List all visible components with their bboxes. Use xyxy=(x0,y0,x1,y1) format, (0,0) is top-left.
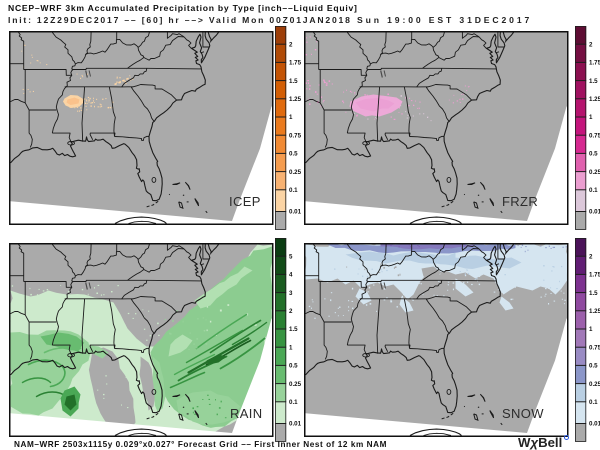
svg-text:1.5: 1.5 xyxy=(589,289,598,296)
svg-text:2: 2 xyxy=(289,42,293,49)
svg-text:1.25: 1.25 xyxy=(289,96,302,103)
svg-text:2: 2 xyxy=(589,42,593,49)
svg-text:0.5: 0.5 xyxy=(289,151,298,158)
svg-text:0.75: 0.75 xyxy=(289,133,302,140)
svg-text:4: 4 xyxy=(289,271,293,278)
svg-text:0.5: 0.5 xyxy=(289,362,298,369)
svg-text:1.5: 1.5 xyxy=(289,78,298,85)
svg-text:0.1: 0.1 xyxy=(289,187,298,194)
svg-text:0.75: 0.75 xyxy=(589,344,600,351)
svg-text:5: 5 xyxy=(289,253,293,260)
svg-text:0.5: 0.5 xyxy=(589,362,598,369)
svg-text:0.25: 0.25 xyxy=(589,169,600,176)
svg-text:0.25: 0.25 xyxy=(289,380,302,387)
svg-text:0.01: 0.01 xyxy=(589,209,600,216)
svg-text:1: 1 xyxy=(589,326,593,333)
svg-text:1.75: 1.75 xyxy=(589,60,600,67)
svg-text:0.25: 0.25 xyxy=(589,380,600,387)
svg-text:0.01: 0.01 xyxy=(289,420,302,427)
svg-text:2: 2 xyxy=(289,308,293,315)
svg-text:0.25: 0.25 xyxy=(289,169,302,176)
svg-text:1: 1 xyxy=(589,114,593,121)
svg-text:0.75: 0.75 xyxy=(589,133,600,140)
svg-text:0.1: 0.1 xyxy=(589,399,598,406)
svg-text:1.25: 1.25 xyxy=(589,96,600,103)
svg-text:0.1: 0.1 xyxy=(589,187,598,194)
svg-text:1.5: 1.5 xyxy=(589,78,598,85)
svg-text:0.5: 0.5 xyxy=(589,151,598,158)
svg-text:1: 1 xyxy=(289,114,293,121)
svg-text:1.75: 1.75 xyxy=(589,271,600,278)
svg-text:3: 3 xyxy=(289,289,293,296)
svg-text:1: 1 xyxy=(289,344,293,351)
svg-text:0.01: 0.01 xyxy=(589,420,600,427)
svg-text:0.01: 0.01 xyxy=(289,209,302,216)
svg-text:1.75: 1.75 xyxy=(289,60,302,67)
svg-text:0.1: 0.1 xyxy=(289,399,298,406)
svg-text:2: 2 xyxy=(589,253,593,260)
svg-text:1.25: 1.25 xyxy=(589,308,600,315)
svg-text:1.5: 1.5 xyxy=(289,326,298,333)
